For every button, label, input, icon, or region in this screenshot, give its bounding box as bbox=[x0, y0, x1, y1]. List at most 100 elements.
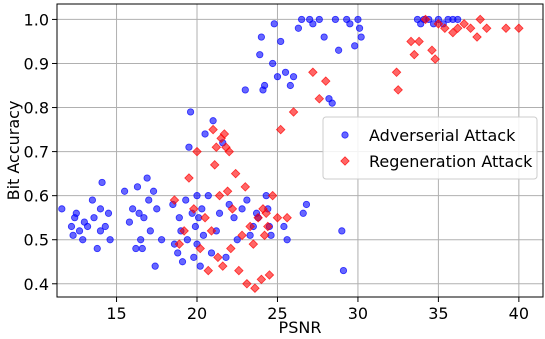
data-point-circle bbox=[125, 218, 134, 226]
data-point-circle bbox=[215, 209, 224, 217]
data-point-circle bbox=[98, 178, 106, 187]
data-point-circle bbox=[75, 227, 84, 235]
data-point-diamond bbox=[222, 186, 233, 197]
data-point-circle bbox=[151, 262, 159, 270]
data-point-circle bbox=[72, 209, 80, 217]
data-point-circle bbox=[207, 249, 216, 257]
data-point-diamond bbox=[169, 195, 180, 205]
data-point-circle bbox=[198, 205, 206, 213]
data-point-diamond bbox=[264, 270, 275, 280]
data-point-circle bbox=[96, 227, 105, 235]
x-tick-label: 20 bbox=[187, 304, 207, 323]
data-point-circle bbox=[286, 81, 294, 90]
data-point-circle bbox=[132, 244, 140, 253]
data-point-diamond bbox=[267, 190, 278, 201]
data-point-diamond bbox=[179, 226, 189, 236]
data-point-circle bbox=[135, 209, 143, 217]
data-point-circle bbox=[222, 253, 230, 261]
data-point-circle bbox=[357, 33, 365, 41]
data-point-circle bbox=[58, 205, 66, 213]
y-tick-label: 0.7 bbox=[24, 143, 49, 162]
data-point-circle bbox=[351, 42, 359, 50]
data-point-circle bbox=[299, 209, 307, 217]
data-point-circle bbox=[178, 258, 187, 266]
data-point-circle bbox=[354, 15, 362, 24]
data-point-diamond bbox=[263, 221, 273, 232]
legend-diamond-icon bbox=[340, 156, 350, 166]
data-point-circle bbox=[294, 24, 302, 32]
data-point-circle bbox=[302, 200, 311, 209]
data-point-circle bbox=[283, 236, 291, 244]
data-point-circle bbox=[204, 192, 212, 200]
data-point-circle bbox=[106, 236, 114, 244]
legend: Adverserial Attack Regeneration Attack bbox=[322, 116, 538, 180]
data-point-diamond bbox=[308, 67, 318, 78]
data-point-circle bbox=[186, 108, 195, 116]
data-point-circle bbox=[69, 231, 77, 239]
data-point-diamond bbox=[192, 146, 202, 157]
data-point-circle bbox=[328, 99, 336, 107]
data-point-circle bbox=[133, 183, 142, 191]
data-point-circle bbox=[183, 236, 191, 244]
data-point-circle bbox=[129, 205, 137, 213]
data-point-circle bbox=[137, 236, 145, 244]
legend-label-regeneration: Regeneration Attack bbox=[369, 152, 533, 171]
data-point-circle bbox=[238, 205, 246, 213]
data-point-diamond bbox=[465, 23, 476, 33]
data-point-circle bbox=[454, 15, 462, 24]
data-point-circle bbox=[241, 86, 249, 94]
axis-ticks: 15 20 25 30 35 40 0.4 0.5 0.6 0.7 0.8 0.9 1.0 bbox=[24, 10, 529, 323]
data-point-circle bbox=[269, 59, 277, 68]
data-point-diamond bbox=[320, 76, 331, 86]
data-point-diamond bbox=[184, 173, 194, 183]
data-point-circle bbox=[339, 266, 348, 275]
data-point-diamond bbox=[314, 93, 325, 104]
data-point-circle bbox=[140, 214, 148, 222]
data-point-diamond bbox=[391, 67, 402, 78]
data-point-diamond bbox=[250, 283, 260, 293]
data-point-diamond bbox=[430, 54, 440, 64]
data-point-circle bbox=[190, 253, 198, 261]
legend-circle-icon bbox=[341, 131, 349, 139]
data-point-diamond bbox=[475, 14, 486, 25]
data-point-diamond bbox=[440, 23, 450, 33]
data-point-circle bbox=[120, 187, 129, 195]
y-tick-label: 0.8 bbox=[24, 99, 49, 118]
data-point-diamond bbox=[219, 129, 230, 139]
data-point-diamond bbox=[237, 230, 247, 241]
data-point-circle bbox=[280, 222, 288, 231]
data-point-diamond bbox=[501, 23, 511, 33]
y-tick-label: 1.0 bbox=[24, 10, 49, 29]
data-point-diamond bbox=[206, 226, 217, 236]
data-point-diamond bbox=[282, 212, 292, 223]
series-adverserial bbox=[58, 15, 462, 275]
data-point-diamond bbox=[259, 230, 270, 241]
data-point-diamond bbox=[459, 19, 469, 29]
data-point-circle bbox=[138, 244, 146, 253]
x-tick-label: 15 bbox=[106, 304, 126, 323]
data-point-circle bbox=[256, 51, 264, 59]
data-point-diamond bbox=[253, 212, 263, 223]
data-point-circle bbox=[143, 174, 151, 182]
data-point-circle bbox=[104, 209, 113, 217]
data-point-diamond bbox=[240, 182, 251, 192]
data-point-circle bbox=[335, 46, 343, 54]
data-point-diamond bbox=[226, 243, 236, 254]
data-point-diamond bbox=[393, 85, 403, 95]
y-tick-label: 0.4 bbox=[24, 275, 49, 294]
data-point-diamond bbox=[195, 243, 205, 254]
y-tick-label: 0.5 bbox=[24, 231, 49, 250]
data-point-diamond bbox=[214, 190, 225, 201]
data-point-diamond bbox=[213, 252, 223, 263]
data-point-circle bbox=[145, 196, 153, 204]
plot-frame bbox=[56, 3, 544, 298]
data-point-circle bbox=[88, 196, 97, 204]
legend-box bbox=[322, 116, 538, 180]
data-point-diamond bbox=[245, 221, 255, 232]
x-tick-label: 40 bbox=[509, 304, 529, 323]
data-point-diamond bbox=[427, 45, 437, 56]
data-point-circle bbox=[146, 227, 154, 235]
data-point-diamond bbox=[227, 204, 238, 214]
